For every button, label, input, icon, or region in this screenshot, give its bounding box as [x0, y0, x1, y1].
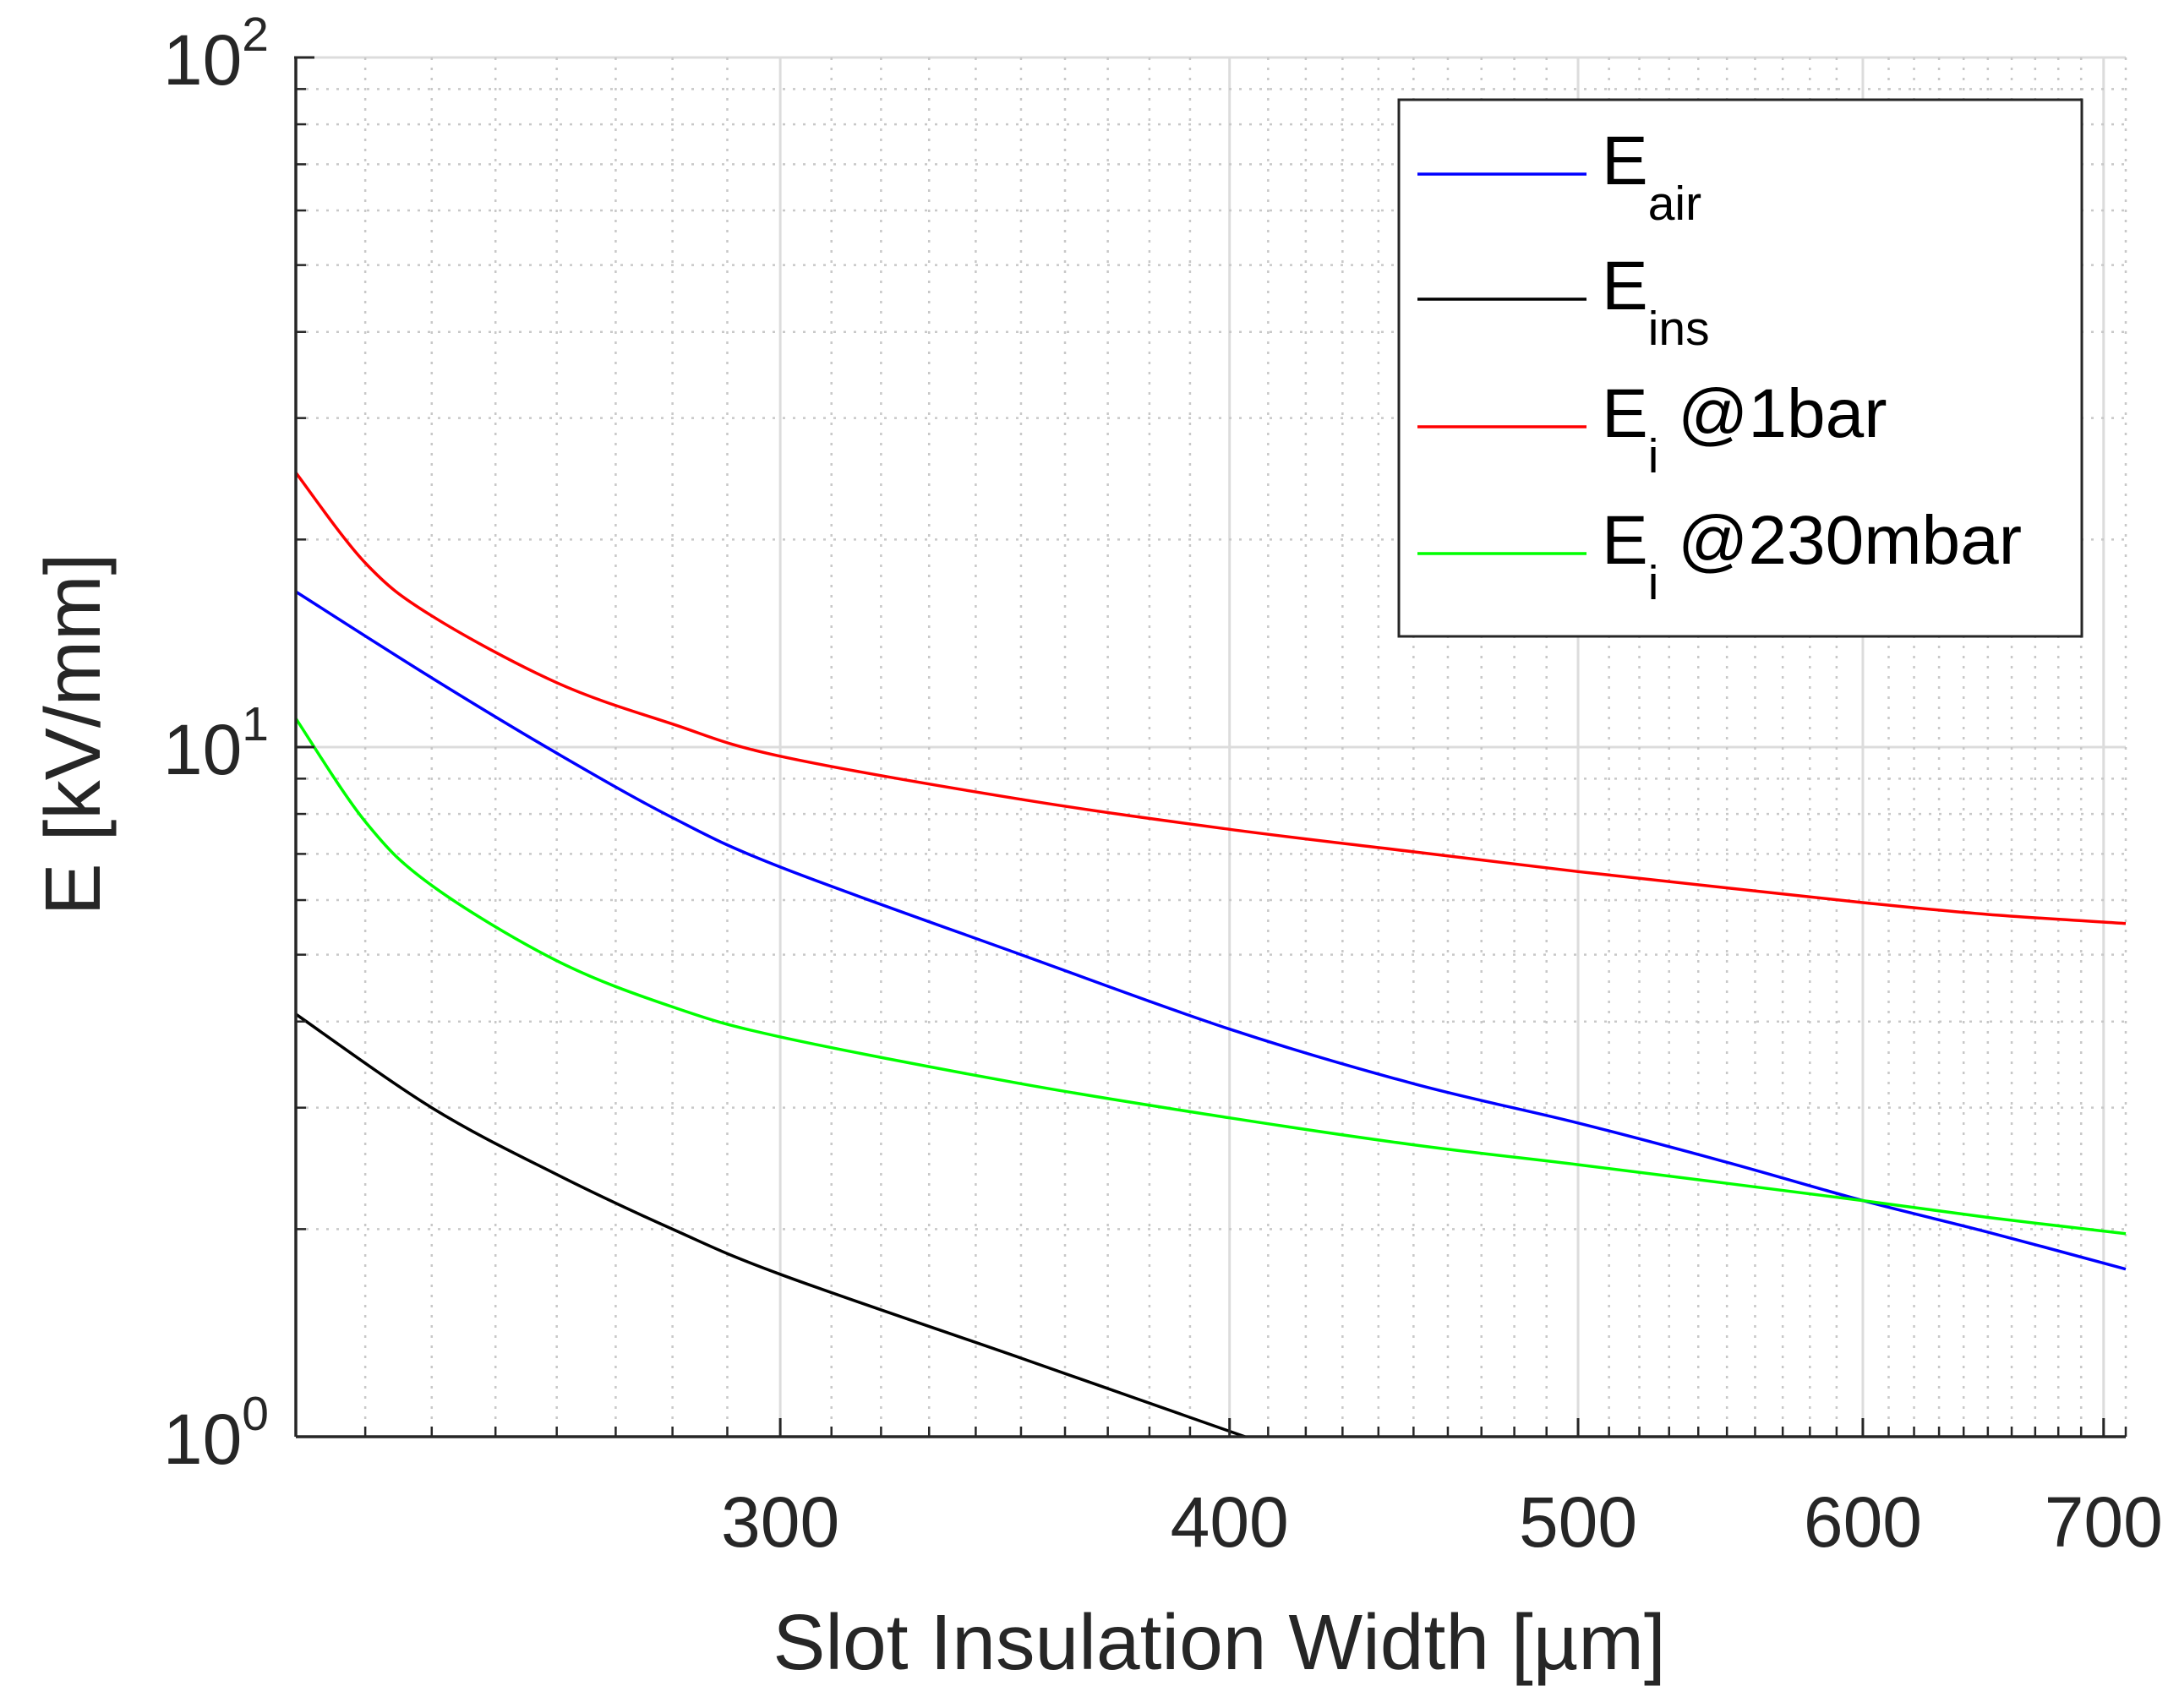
y-tick-label: 101	[163, 697, 269, 789]
series-line-1	[295, 590, 2127, 1271]
x-tick-label: 600	[1804, 1482, 1922, 1562]
x-tick-label: 300	[721, 1482, 839, 1562]
legend-label-4: Ei @230mbar	[1602, 502, 2022, 610]
legend-label-3: Ei @1bar	[1602, 375, 1887, 483]
series-line-2	[295, 1012, 1246, 1438]
series-layer	[294, 472, 2127, 1438]
x-tick-label: 500	[1519, 1482, 1637, 1562]
legend-box	[1397, 98, 2083, 638]
legend-items: Eair Eins Ei @1bar Ei @230mbar	[1417, 123, 2022, 610]
series-line-3	[294, 472, 2127, 925]
x-tick-label: 400	[1171, 1482, 1289, 1562]
legend-label-2: Eins	[1602, 248, 1710, 356]
legend-label-1: Eair	[1602, 123, 1701, 231]
tick-labels: 300 400 500 600 700 100 101 102	[163, 8, 2163, 1562]
series-line-4	[294, 718, 2127, 1236]
x-tick-label: 700	[2045, 1482, 2163, 1562]
legend: Eair Eins Ei @1bar Ei @230mbar	[1397, 98, 2083, 638]
y-tick-label: 100	[163, 1387, 269, 1479]
x-axis-title: Slot Insulation Width [µm]	[773, 1598, 1665, 1686]
minor-grid	[294, 57, 2127, 1437]
y-axis-title: E [kV/mm]	[29, 554, 117, 916]
y-tick-label: 102	[163, 8, 269, 100]
tick-marks	[294, 56, 2127, 1438]
